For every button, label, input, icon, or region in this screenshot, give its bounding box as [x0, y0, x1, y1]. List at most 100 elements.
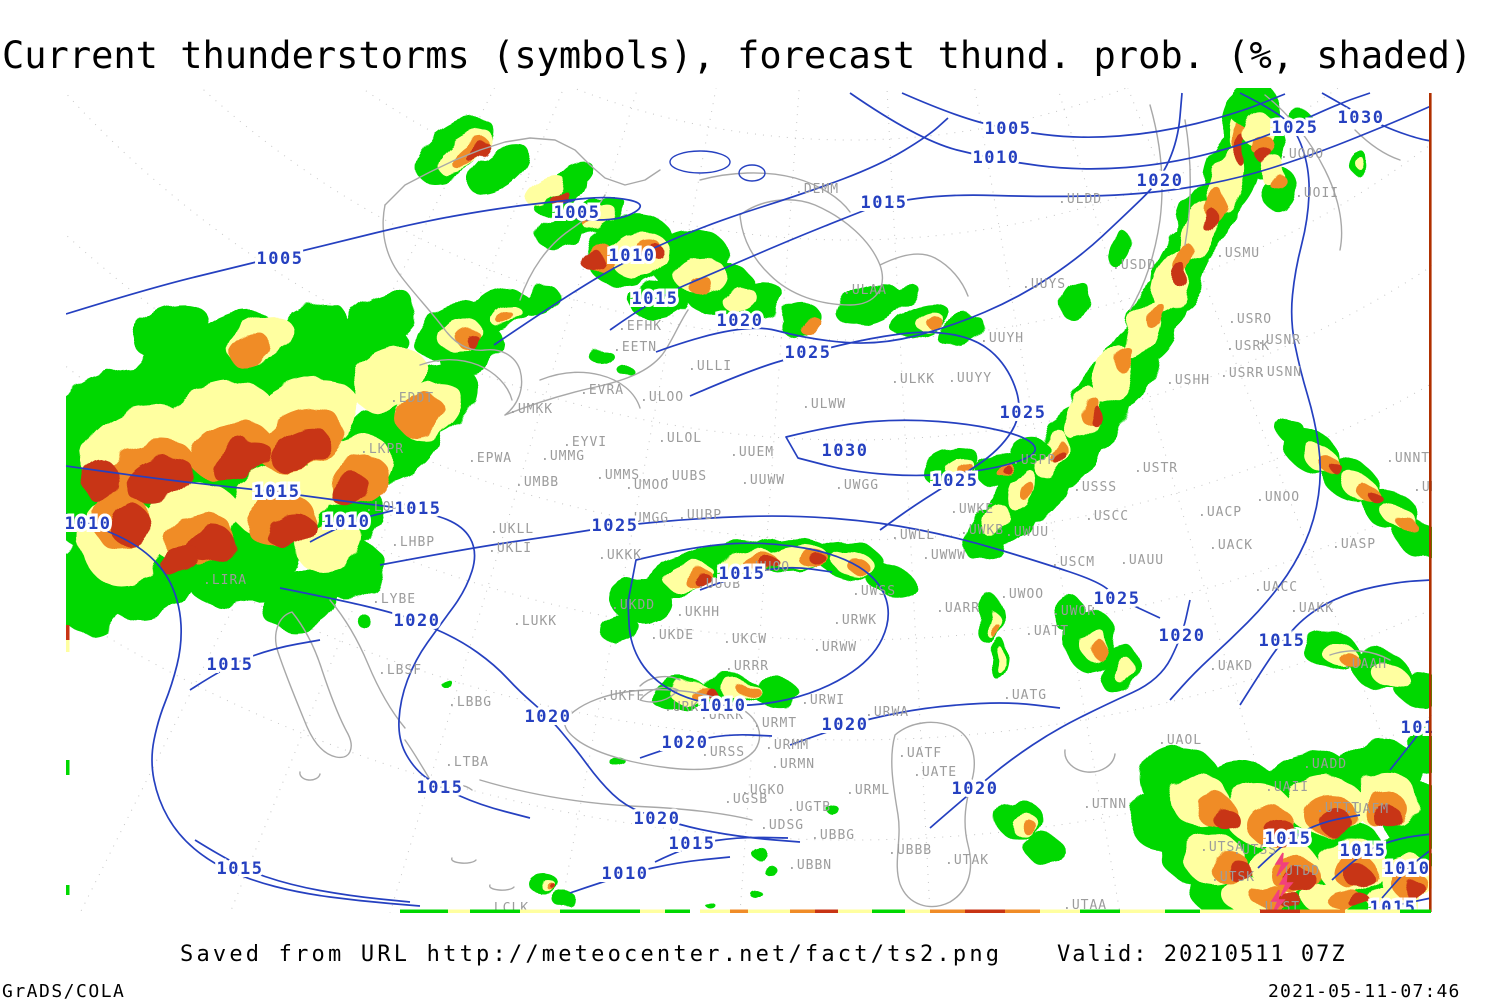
station-label-EDDT: .EDDT [390, 391, 434, 406]
valid-time-text: Valid: 20210511 07Z [1057, 942, 1347, 967]
isobar-1030 [1321, 92, 1432, 142]
isobar-1020 [929, 599, 1191, 829]
station-label-UMOO: .UMOO [625, 478, 669, 493]
station-label-UMGG: .UMGG [625, 511, 669, 526]
isobar-1010 [66, 513, 421, 907]
isobar-1025 [379, 515, 1161, 619]
prob-shading-blob [704, 688, 716, 696]
isobar-1015 [194, 839, 411, 903]
station-label-UWWW: .UWWW [922, 548, 966, 563]
station-label-ULDD: .ULDD [1058, 192, 1102, 207]
station-label-ULWW: .ULWW [802, 397, 846, 412]
prob-shading-blob [588, 347, 612, 363]
prob-shading-blob [1405, 725, 1432, 775]
isobar-label-1025: 1025 [785, 343, 832, 363]
isobar-label-1015: 1015 [719, 564, 766, 584]
station-label-UATT: .UATT [1025, 624, 1069, 639]
prob-shading-blob [1404, 881, 1426, 899]
station-label-UMMG: .UMMG [541, 449, 585, 464]
prob-shading-blob [1059, 280, 1091, 320]
isobar-label-1015: 1015 [217, 859, 264, 879]
station-label-URMN: .URMN [771, 757, 815, 772]
isobar-1020 [655, 92, 1183, 353]
thunderstorm-symbol [1278, 872, 1294, 897]
map-bottom-edge-segment [790, 909, 815, 913]
map-bottom-edge-segment [815, 909, 838, 913]
station-label-USSS: .USSS [1073, 480, 1117, 495]
prob-shading-blob [936, 315, 984, 345]
isobar-label-1015: 1015 [669, 834, 716, 854]
station-label-UTSS: .UTSS [1233, 843, 1277, 858]
isobar-1010 [309, 509, 396, 543]
station-label-UTAK: .UTAK [945, 853, 989, 868]
isobar-label-1025: 1025 [932, 471, 979, 491]
prob-shading-blob [1372, 663, 1408, 689]
station-label-USDD: .USDD [1112, 258, 1156, 273]
prob-shading-blob [1284, 868, 1316, 892]
station-label-DEMM: .DEMM [795, 182, 839, 197]
map-left-edge-segment [66, 885, 70, 895]
isobar-labels: 1005100510051010101010151015102010201025… [66, 105, 1432, 913]
station-label-LIRA: .LIRA [203, 573, 247, 588]
map-bottom-edge-segment [1400, 909, 1431, 913]
isobar-1030 [785, 419, 1037, 477]
prob-shading-blob [750, 846, 766, 858]
prob-shading-blob [556, 160, 594, 190]
prob-shading-blob [466, 142, 490, 162]
prob-shading-blob [536, 212, 584, 248]
map-bottom-edge-segment [1345, 909, 1400, 913]
station-label-USCM: .USCM [1051, 555, 1095, 570]
isobar-1010 [1381, 849, 1432, 899]
station-label-UGTB: .UGTB [787, 800, 831, 815]
prob-shading-blob [270, 428, 330, 472]
station-label-UOII: .UOII [1295, 186, 1339, 201]
prob-shading-blob [330, 474, 370, 506]
station-label-UBBG: .UBBG [811, 828, 855, 843]
prob-shading-blob [1348, 895, 1372, 909]
thunderstorm-symbol [1274, 852, 1290, 877]
station-label-LTBA: .LTBA [445, 755, 489, 770]
station-label-UNOO: .UNOO [1256, 490, 1300, 505]
prob-shading-blob [1088, 406, 1102, 424]
prob-shading-blob [583, 206, 617, 230]
station-label-UWOO: .UWOO [1000, 587, 1044, 602]
isobar-label-1020: 1020 [634, 809, 681, 829]
station-label-URWI: .URWI [801, 693, 845, 708]
prob-shading-blob [750, 678, 800, 706]
prob-shading-blob [996, 650, 1008, 674]
prob-shading-blob [1346, 867, 1374, 889]
station-label-UATF: .UATF [898, 746, 942, 761]
isobar-label-1015: 1015 [207, 655, 254, 675]
station-label-USRO: .USRO [1228, 312, 1272, 327]
station-label-UMMS: .UMMS [596, 468, 640, 483]
prob-shading-blob [265, 513, 315, 547]
prob-shading-blob [1270, 173, 1286, 191]
map-bottom-edge-segment [520, 909, 560, 913]
prob-shading-blob [552, 886, 558, 890]
isobar-label-1010: 1010 [973, 148, 1020, 168]
isobar-label-1015: 1015 [395, 499, 442, 519]
prob-shading-blob [1395, 671, 1432, 709]
isobar-label-1010: 1010 [700, 696, 747, 716]
prob-shading-blob [1227, 862, 1253, 882]
station-label-UTSA: .UTSA [1200, 840, 1244, 855]
station-label-UUYH: .UUYH [980, 331, 1024, 346]
prob-shading-blob [1278, 893, 1302, 907]
isobar-1010 [849, 92, 1371, 170]
station-label-UUBS: .UUBS [663, 469, 707, 484]
isobar-label-1015: 1015 [861, 193, 908, 213]
prob-shading-blob [617, 365, 633, 375]
map-left-edge-segment [66, 600, 70, 625]
station-label-UADD: .UADD [1303, 757, 1347, 772]
station-label-USHH: .USHH [1166, 373, 1210, 388]
station-label-LOWW: .LOWW [365, 500, 409, 515]
station-label-UWSS: .UWSS [852, 584, 896, 599]
saved-from-url-text: Saved from URL http://meteocenter.net/fa… [180, 942, 1003, 967]
isobar-label-1015: 1015 [1259, 631, 1306, 651]
station-label-UAAH: .UAAH [1343, 657, 1387, 672]
isobar-label-1010: 1010 [324, 512, 371, 532]
prob-shading-blob [126, 457, 194, 503]
prob-shading-blob [927, 317, 943, 329]
prob-shading-blob [1107, 232, 1133, 268]
prob-shading-blob [469, 145, 531, 195]
